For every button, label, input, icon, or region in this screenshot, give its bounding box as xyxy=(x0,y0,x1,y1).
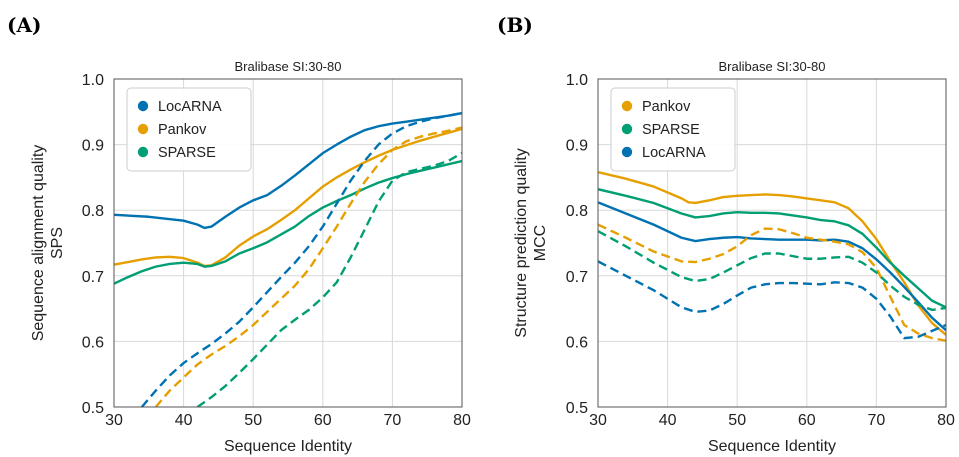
series-line-pankov-solid xyxy=(114,127,462,268)
series-group xyxy=(114,111,462,407)
x-tick-label: 70 xyxy=(868,412,886,429)
series-line-locarna-dashed xyxy=(598,260,946,340)
series-line-locarna-solid xyxy=(114,111,462,230)
y-tick-label: 1.0 xyxy=(82,72,104,89)
legend-marker-sparse xyxy=(137,146,149,158)
x-tick-label: 40 xyxy=(659,412,677,429)
legend-label: LocARNA xyxy=(158,99,222,115)
x-tick-label: 80 xyxy=(453,412,471,429)
x-axis-label: Sequence Identity xyxy=(224,438,352,455)
x-tick-label: 30 xyxy=(589,412,607,429)
y-tick-label: 0.5 xyxy=(82,400,104,417)
chart-title: Bralibase SI:30-80 xyxy=(719,59,826,74)
legend-marker-pankov xyxy=(621,100,633,112)
y-tick-label: 0.7 xyxy=(566,269,588,286)
y-tick-label: 1.0 xyxy=(566,72,588,89)
legend-label: Pankov xyxy=(158,122,207,138)
chart-panel-b: (B) 30 40 50 60 70 80 0.5 0.6 0.7 0.8 0.9 1.0 Braliba… xyxy=(497,13,955,455)
legend: LocARNA Pankov SPARSE xyxy=(126,87,252,172)
x-tick-label: 60 xyxy=(314,412,332,429)
y-tick-label: 0.8 xyxy=(82,203,104,220)
legend-box xyxy=(610,87,736,172)
y-tick-label: 0.6 xyxy=(566,334,588,351)
legend-marker-locarna xyxy=(621,146,633,158)
series-line-locarna-solid xyxy=(598,201,946,332)
y-axis-label: Sequence alignment quality xyxy=(30,145,47,342)
y-tick-label: 0.6 xyxy=(82,334,104,351)
panel-label: (B) xyxy=(497,13,533,37)
legend-marker-pankov xyxy=(137,123,149,135)
series-line-sparse-solid xyxy=(598,188,946,309)
legend-marker-locarna xyxy=(137,100,149,112)
legend-label: LocARNA xyxy=(642,145,706,161)
y-tick-label: 0.9 xyxy=(82,138,104,155)
y-tick-label: 0.8 xyxy=(566,203,588,220)
y-tick-label: 0.5 xyxy=(566,400,588,417)
series-line-pankov-dashed xyxy=(598,223,946,342)
y-axis-label-unit: MCC xyxy=(532,225,549,261)
legend-box xyxy=(126,87,252,172)
series-line-pankov-dashed xyxy=(154,126,462,407)
plot-frame xyxy=(597,78,947,408)
x-tick-label: 30 xyxy=(105,412,123,429)
x-tick-label: 80 xyxy=(937,412,955,429)
chart-panel-a: (A) 30 40 50 60 70 80 0.5 0.6 0.7 0.8 0.9 1.0 Braliba… xyxy=(7,13,471,455)
series-line-sparse-dashed xyxy=(598,230,946,312)
x-axis-label: Sequence Identity xyxy=(708,438,836,455)
chart-title: Bralibase SI:30-80 xyxy=(235,59,342,74)
x-tick-label: 50 xyxy=(244,412,262,429)
series-line-locarna-dashed xyxy=(140,111,462,407)
legend: Pankov SPARSE LocARNA xyxy=(610,87,736,172)
legend-label: SPARSE xyxy=(642,122,700,138)
y-tick-label: 0.7 xyxy=(82,269,104,286)
y-axis-label-unit: SPS xyxy=(49,227,66,259)
plot-frame xyxy=(113,78,463,408)
y-tick-label: 0.9 xyxy=(566,138,588,155)
series-line-sparse-dashed xyxy=(196,152,462,407)
y-axis-label: Structure prediction quality xyxy=(513,148,530,337)
x-tick-label: 70 xyxy=(384,412,402,429)
legend-label: SPARSE xyxy=(158,145,216,161)
x-tick-label: 60 xyxy=(798,412,816,429)
series-group xyxy=(598,170,946,342)
panel-label: (A) xyxy=(7,13,41,37)
legend-marker-sparse xyxy=(621,123,633,135)
legend-label: Pankov xyxy=(642,99,691,115)
x-tick-label: 50 xyxy=(728,412,746,429)
x-tick-label: 40 xyxy=(175,412,193,429)
series-line-pankov-solid xyxy=(598,170,946,336)
